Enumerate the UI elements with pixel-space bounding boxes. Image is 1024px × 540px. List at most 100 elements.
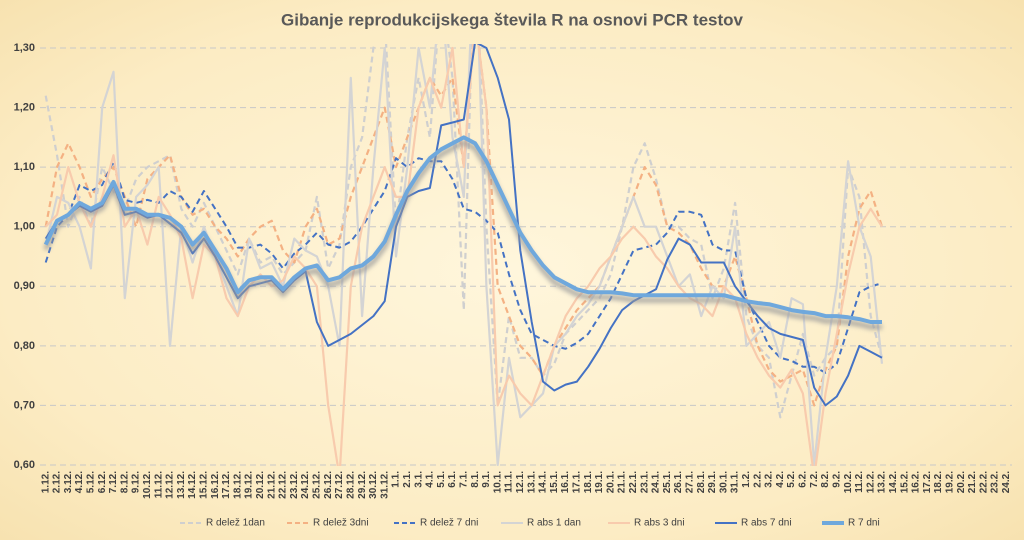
x-tick-label: 22.1.	[628, 471, 639, 493]
legend: R delež 1dan R delež 3dni R delež 7 dni R a…	[180, 518, 880, 529]
x-tick-label: 28.1.	[696, 471, 707, 493]
x-tick-label: 4.12.	[74, 471, 85, 493]
x-tick-label: 23.1.	[639, 471, 650, 493]
x-tick-label: 1.2.	[741, 471, 752, 488]
legend-label: R 7 dni	[848, 518, 880, 529]
x-tick-label: 3.2.	[764, 471, 775, 488]
x-tick-label: 2.12.	[52, 471, 63, 493]
x-tick-label: 2.2.	[752, 471, 763, 488]
x-tick-label: 6.2.	[798, 471, 809, 488]
legend-label: R delež 1dan	[206, 518, 265, 529]
series-line	[44, 44, 884, 419]
x-tick-label: 11.12.	[153, 471, 164, 498]
x-tick-label: 21.2.	[967, 471, 978, 493]
x-tick-label: 21.12.	[266, 471, 277, 499]
x-tick-label: 19.2.	[944, 471, 955, 493]
legend-label: R abs 3 dni	[634, 518, 685, 529]
x-tick-label: 14.2.	[888, 471, 899, 493]
x-tick-label: 25.1.	[662, 471, 673, 493]
y-tick-label: 1,10	[14, 161, 35, 173]
x-tick-label: 24.2.	[1001, 471, 1012, 493]
x-tick-label: 5.12.	[86, 471, 97, 493]
x-tick-label: 11.1.	[504, 471, 515, 493]
x-tick-label: 15.1.	[549, 471, 560, 493]
x-tick-label: 27.12.	[334, 471, 345, 499]
x-tick-label: 22.12.	[278, 471, 289, 499]
x-tick-label: 10.2.	[843, 471, 854, 493]
x-tick-label: 31.1.	[730, 471, 741, 493]
x-tick-label: 30.1.	[718, 471, 729, 493]
x-tick-label: 30.12.	[368, 471, 379, 499]
x-tick-label: 23.2.	[990, 471, 1001, 493]
x-tick-label: 19.1.	[594, 471, 605, 493]
x-tick-label: 8.1.	[470, 471, 481, 488]
x-tick-label: 13.2.	[877, 471, 888, 493]
y-tick-label: 0,70	[14, 399, 35, 411]
x-tick-label: 9.1.	[481, 471, 492, 488]
x-tick-label: 18.1.	[583, 471, 594, 493]
x-tick-label: 5.1.	[436, 471, 447, 488]
plot-area	[43, 44, 884, 466]
x-tick-label: 22.2.	[978, 471, 989, 493]
series-line	[44, 44, 884, 407]
axes: 0,600,700,800,901,001,101,201,301.12. 2.1…	[14, 42, 1012, 499]
x-tick-label: 9.12.	[131, 471, 142, 493]
x-tick-label: 8.2.	[820, 471, 831, 488]
legend-label: R abs 7 dni	[741, 518, 792, 529]
x-tick-label: 1.1.	[391, 471, 402, 488]
line-shadow	[43, 139, 882, 330]
legend-label: R abs 1 dan	[527, 518, 581, 529]
x-tick-label: 15.2.	[899, 471, 910, 493]
x-tick-label: 2.1.	[402, 471, 413, 488]
x-tick-label: 18.2.	[933, 471, 944, 493]
x-tick-label: 16.2.	[911, 471, 922, 493]
x-tick-label: 7.2.	[809, 471, 820, 488]
x-tick-label: 10.1.	[492, 471, 503, 493]
x-tick-label: 10.12.	[142, 471, 153, 499]
x-tick-label: 3.1.	[413, 471, 424, 488]
x-tick-label: 23.12.	[289, 471, 300, 499]
x-tick-label: 12.12.	[165, 471, 176, 499]
y-tick-label: 0,60	[14, 459, 35, 471]
x-tick-label: 11.2.	[854, 471, 865, 493]
x-tick-label: 13.1.	[526, 471, 537, 493]
x-tick-label: 25.12.	[312, 471, 323, 499]
x-tick-label: 7.1.	[458, 471, 469, 488]
x-tick-label: 17.12.	[221, 471, 232, 499]
x-tick-label: 5.2.	[786, 471, 797, 488]
x-tick-label: 14.12.	[187, 471, 198, 499]
x-tick-label: 4.2.	[775, 471, 786, 488]
x-tick-label: 3.12.	[63, 471, 74, 493]
y-tick-label: 1,30	[14, 42, 35, 54]
x-tick-label: 7.12.	[108, 471, 119, 493]
x-tick-label: 24.12.	[300, 471, 311, 499]
x-tick-label: 16.1.	[560, 471, 571, 493]
x-tick-label: 19.12.	[244, 471, 255, 499]
x-tick-label: 1.12.	[40, 471, 51, 493]
y-tick-label: 1,20	[14, 101, 35, 113]
series-line	[43, 135, 882, 324]
x-tick-label: 15.12.	[199, 471, 210, 499]
y-tick-label: 1,00	[14, 221, 35, 233]
y-tick-label: 0,80	[14, 340, 35, 352]
grid	[40, 47, 1012, 466]
x-tick-label: 20.2.	[956, 471, 967, 493]
x-tick-label: 20.1.	[605, 471, 616, 493]
x-tick-label: 14.1.	[538, 471, 549, 493]
x-tick-label: 13.12.	[176, 471, 187, 499]
x-tick-label: 8.12.	[119, 471, 130, 493]
x-tick-label: 24.1.	[651, 471, 662, 493]
x-tick-label: 17.1.	[572, 471, 583, 493]
x-tick-label: 26.12.	[323, 471, 334, 499]
series-line	[44, 44, 883, 466]
x-tick-label: 27.1.	[685, 471, 696, 493]
x-tick-label: 12.2.	[865, 471, 876, 493]
series-line	[44, 157, 883, 374]
x-tick-label: 12.1.	[515, 471, 526, 493]
chart-title: Gibanje reprodukcijskega števila R na os…	[281, 10, 744, 29]
x-tick-label: 31.12.	[379, 471, 390, 499]
x-tick-label: 20.12.	[255, 471, 266, 499]
x-tick-label: 6.12.	[97, 471, 108, 493]
